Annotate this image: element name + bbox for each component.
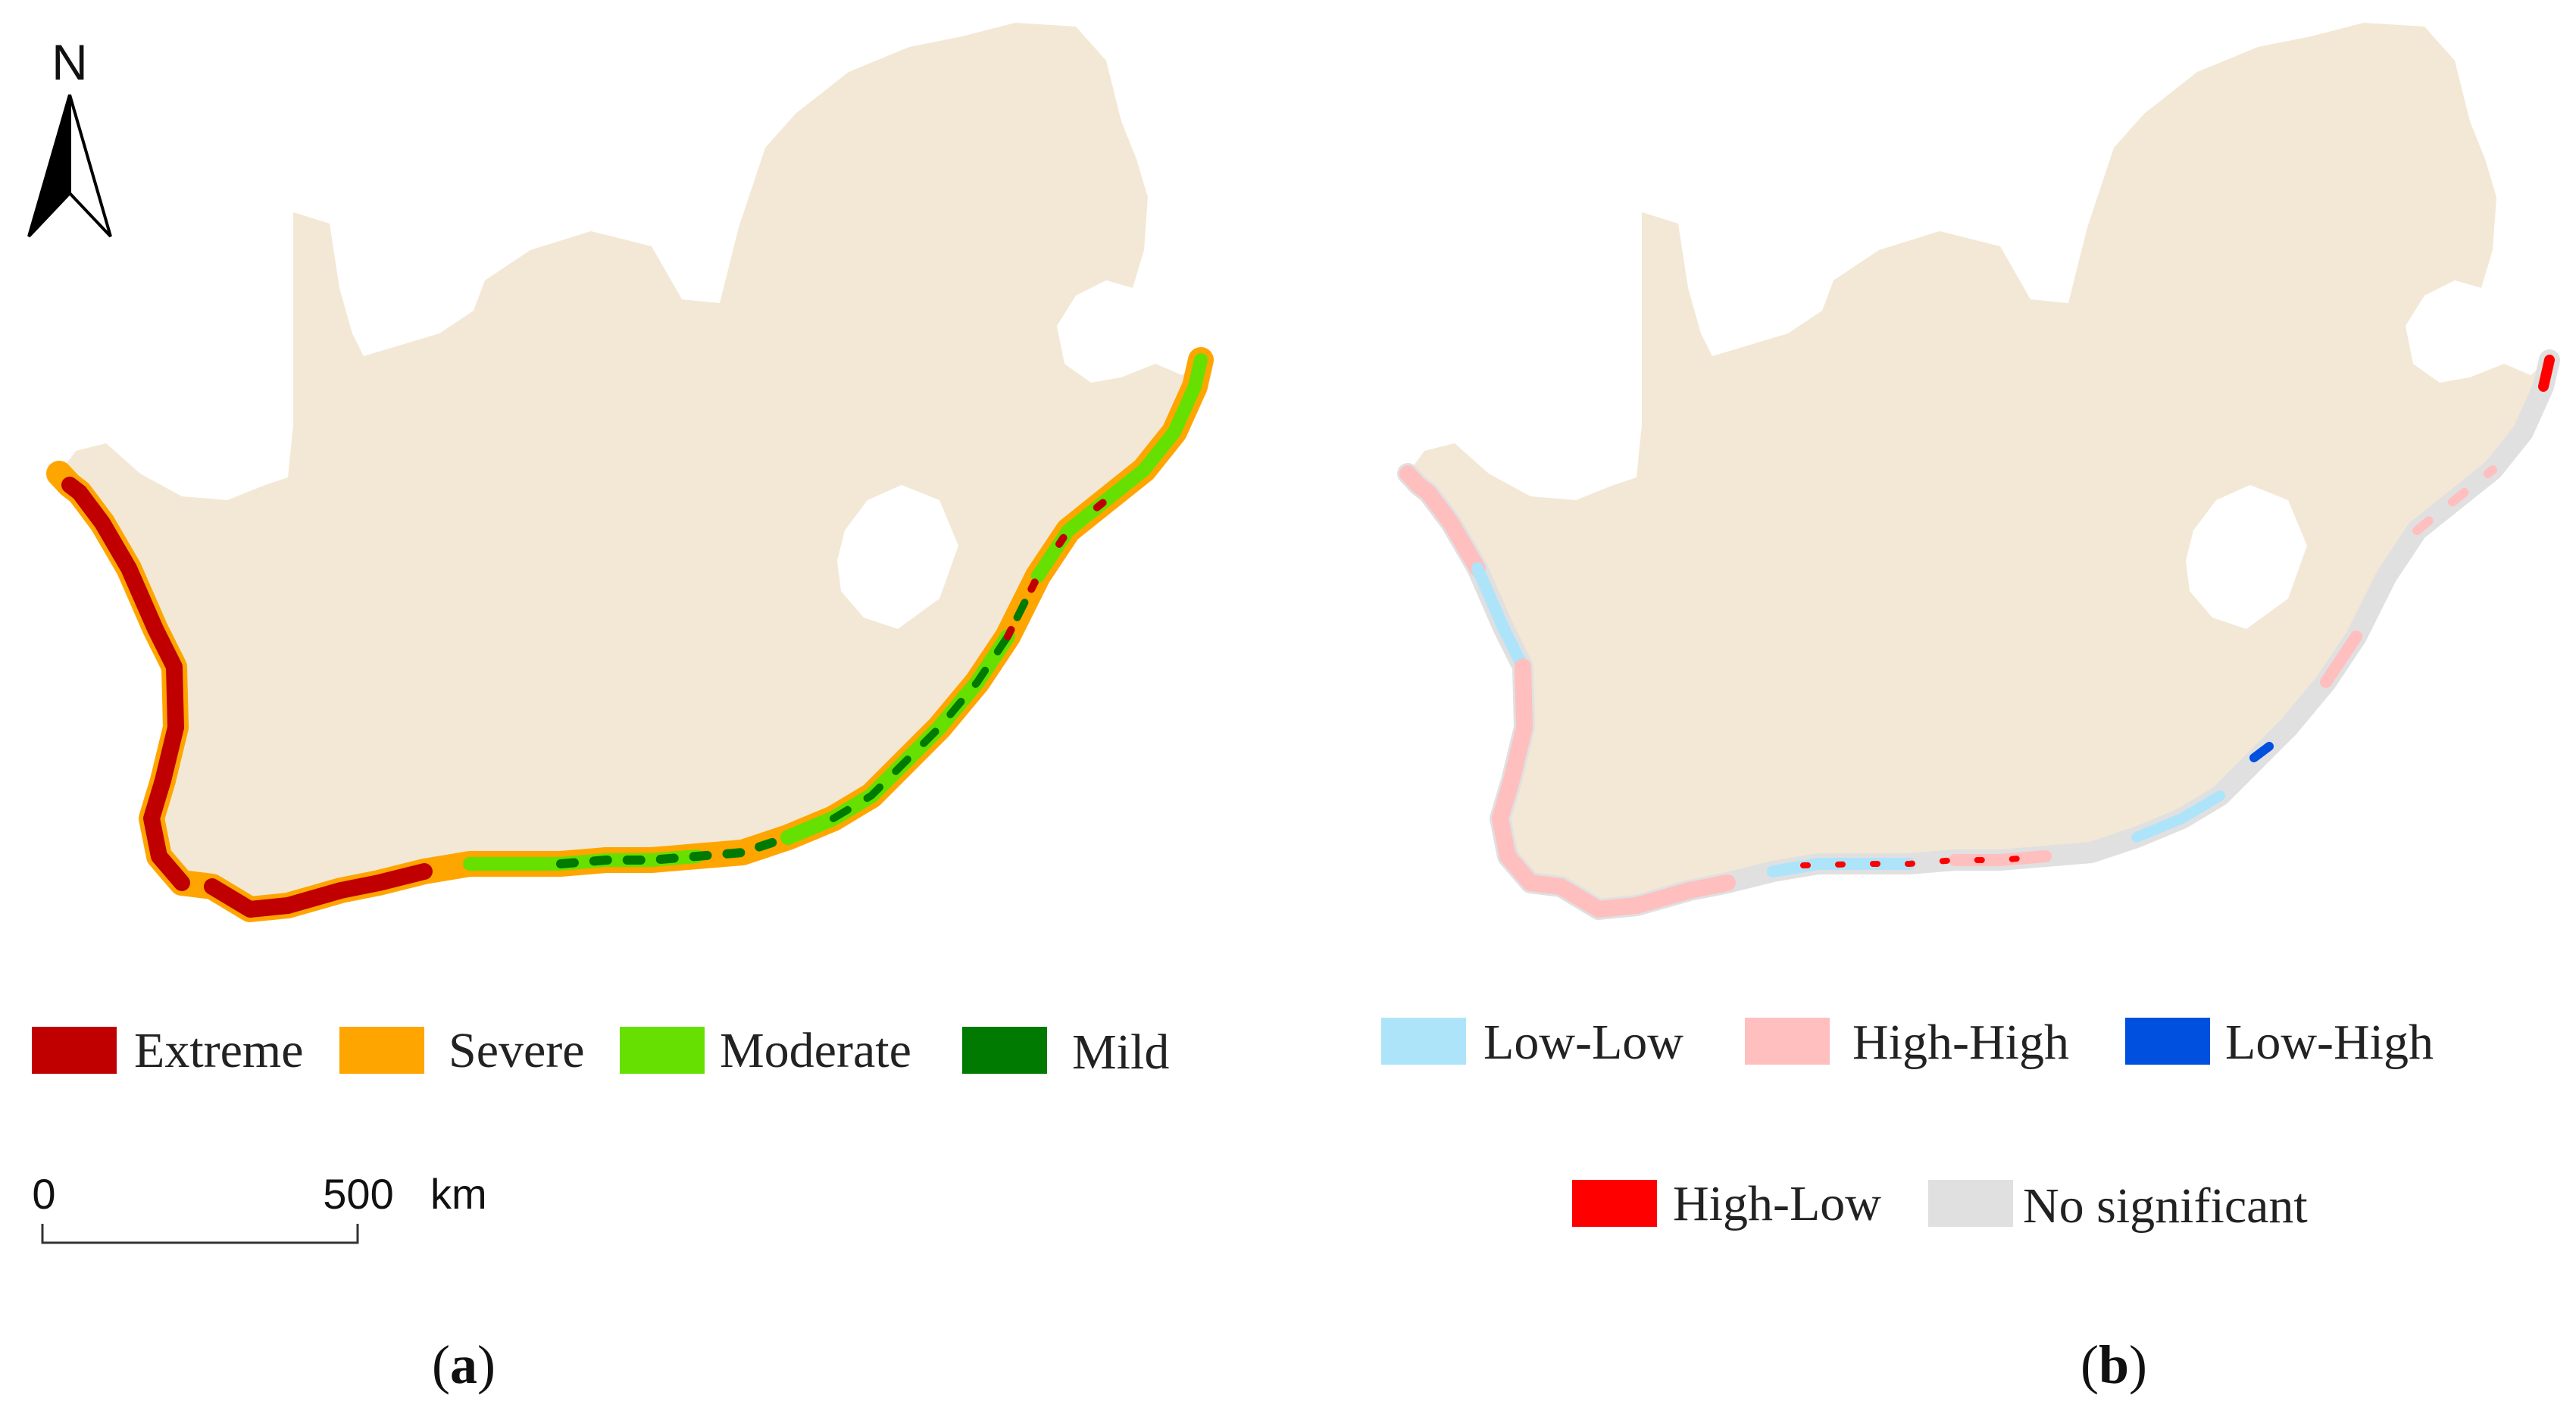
- coastal-band-b: [1408, 360, 2549, 909]
- legend-swatch-low-low: [1381, 1018, 1466, 1065]
- coastal-band-a: [59, 360, 1201, 909]
- scale-end-label: 500: [323, 1170, 393, 1218]
- legend-label-extreme: Extreme: [134, 1023, 304, 1078]
- coast-segment-northeast-moderate: [1031, 353, 1208, 583]
- scale-start-label: 0: [32, 1170, 55, 1218]
- legend-b: Low-Low High-High Low-High High-Low No s…: [1381, 1015, 2434, 1234]
- coast-segment-east-low-high: [2249, 742, 2274, 762]
- coast-segment-northeast-high-low: [2538, 355, 2555, 392]
- legend-label-low-low: Low-Low: [1483, 1015, 1683, 1070]
- legend-swatch-high-low: [1572, 1180, 1657, 1227]
- legend-swatch-high-high: [1745, 1018, 1830, 1065]
- coast-segment-southwest-high-high: [1492, 659, 1736, 918]
- legend-swatch-severe: [339, 1027, 424, 1074]
- panel-label-a: (a): [432, 1334, 496, 1395]
- north-arrow: N: [27, 34, 112, 238]
- coast-segment-south-mild: [556, 833, 792, 868]
- legend-swatch-no-significant: [1928, 1180, 2013, 1227]
- legend-label-high-high: High-High: [1852, 1015, 2069, 1070]
- legend-label-low-high: Low-High: [2225, 1015, 2434, 1070]
- south-africa-land-a: [59, 23, 1201, 909]
- panel-b: Low-Low High-High Low-High High-Low No s…: [1381, 23, 2549, 1395]
- map-b: [1408, 23, 2549, 909]
- panel-label-b: (b): [2080, 1334, 2147, 1395]
- north-arrow-icon: [27, 94, 112, 238]
- coast-segment-south-extreme: [204, 863, 433, 918]
- legend-swatch-low-high: [2125, 1018, 2210, 1065]
- south-africa-land-b: [1408, 23, 2549, 909]
- scale-bar: 0 500 km: [32, 1170, 487, 1244]
- legend-label-no-significant: No significant: [2023, 1178, 2308, 1234]
- coast-segment-northeast-high-high: [2412, 465, 2497, 535]
- legend-swatch-mild: [962, 1027, 1047, 1074]
- coast-segment-east-high-high: [2320, 630, 2362, 688]
- legend-swatch-moderate: [620, 1027, 705, 1074]
- scale-unit-label: km: [430, 1170, 487, 1218]
- map-a: [59, 23, 1201, 909]
- coast-segment-west-extreme: [61, 477, 190, 891]
- coast-segment-east-low-low: [2131, 790, 2225, 843]
- legend-label-high-low: High-Low: [1673, 1176, 1881, 1231]
- coast-segment-west-low-low: [1471, 562, 1529, 673]
- legend-a: Extreme Severe Moderate Mild: [32, 1023, 1169, 1080]
- coast-segment-south-high-high: [1949, 850, 2052, 866]
- legend-swatch-extreme: [32, 1027, 117, 1074]
- legend-label-mild: Mild: [1072, 1025, 1169, 1080]
- north-label: N: [52, 34, 88, 90]
- panel-a: N Extreme Severe Moderate Mild 0 500 km: [27, 23, 1201, 1395]
- legend-label-severe: Severe: [449, 1023, 585, 1078]
- legend-label-moderate: Moderate: [720, 1023, 911, 1078]
- coast-segment-west-high-high: [1399, 465, 1486, 577]
- scale-bar-line: [41, 1224, 359, 1244]
